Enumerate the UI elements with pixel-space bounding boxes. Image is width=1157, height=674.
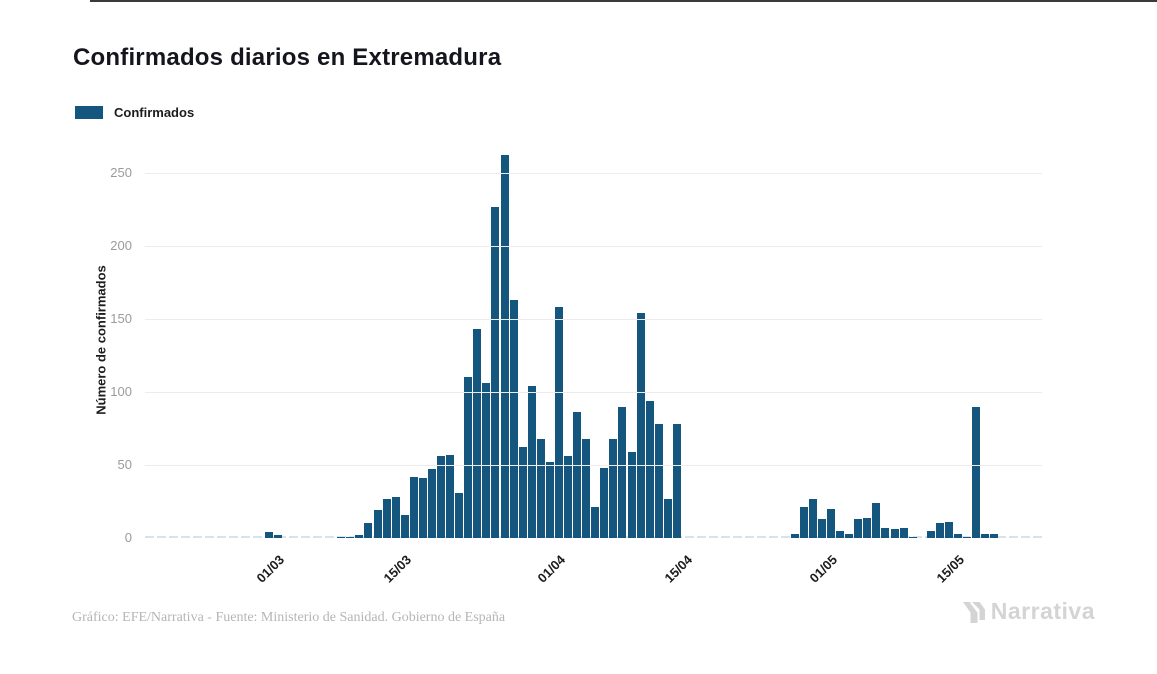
bar-01/05 [817,519,826,538]
y-tick-label: 0 [124,530,132,545]
y-tick-label: 200 [110,238,132,253]
y-gridline [145,173,1042,174]
bar-09/04 [618,406,627,538]
bar-03/04 [564,456,572,538]
y-tick-label: 100 [110,384,132,399]
bar-17/05 [963,536,972,538]
bar-18/03 [418,478,427,538]
bar-06/05 [863,517,872,538]
bar-07/04 [600,467,609,538]
bar-10/03 [346,536,355,538]
bar-14/05 [935,523,944,538]
bar-31/03 [536,438,545,538]
bar-01/03 [264,532,273,538]
bar-13/04 [654,424,663,538]
y-gridline [145,465,1042,466]
bar-11/04 [636,313,645,538]
bar-25/03 [482,383,491,538]
bar-28/03 [509,300,518,538]
bar-26/03 [491,206,500,538]
bar-15/03 [391,497,400,538]
bar-01/04 [545,462,554,538]
top-border-line [90,0,1157,2]
y-gridline [145,392,1042,393]
bar-02/04 [554,307,563,538]
bar-15/05 [944,521,953,538]
bar-17/03 [409,476,418,538]
x-tick-label: 15/05 [933,552,968,586]
bar-11/03 [355,535,364,538]
legend: Confirmados [75,105,194,120]
bar-19/05 [981,533,990,538]
chart-title: Confirmados diarios en Extremadura [73,44,502,71]
bar-09/05 [890,529,899,538]
bar-14/04 [663,498,672,538]
x-tick-label: 15/04 [661,552,696,586]
bar-10/04 [627,451,636,538]
bar-23/03 [464,377,473,538]
bar-11/05 [908,536,917,538]
bar-30/04 [808,498,817,538]
y-gridline [145,246,1042,247]
bar-08/04 [609,438,618,538]
bar-21/03 [446,454,455,538]
bar-06/04 [591,507,600,538]
bar-13/05 [926,530,935,538]
x-tick-label: 01/05 [806,552,841,586]
x-tick-label: 15/03 [380,552,415,586]
bar-15/04 [672,424,681,538]
bar-08/05 [881,527,890,538]
bar-29/04 [799,507,808,538]
bar-13/03 [373,510,382,538]
legend-swatch [75,106,103,119]
plot-area [145,145,1042,538]
bar-28/04 [790,533,799,538]
bar-16/03 [400,514,409,538]
bar-19/03 [427,469,436,538]
y-tick-label: 250 [110,165,132,180]
bar-18/05 [972,406,981,538]
bar-20/05 [990,533,999,538]
bar-05/05 [854,519,863,538]
bar-02/05 [827,508,836,538]
bar-03/05 [836,530,845,538]
bar-29/03 [518,447,527,538]
bar-02/03 [273,535,282,538]
bar-30/03 [527,386,536,538]
bar-20/03 [437,456,446,538]
bar-16/05 [954,533,963,538]
bar-22/03 [455,492,464,538]
narrativa-logo-icon [962,601,985,623]
bar-12/04 [645,400,654,538]
bar-24/03 [473,329,482,538]
bar-07/05 [872,502,881,538]
y-tick-label: 50 [117,457,132,472]
bar-09/03 [337,536,346,538]
x-tick-label: 01/03 [253,552,288,586]
footer-credit: Gráfico: EFE/Narrativa - Fuente: Ministe… [72,610,506,625]
y-tick-label: 150 [110,311,132,326]
bar-10/05 [899,527,908,538]
y-gridline [145,319,1042,320]
bar-12/03 [364,523,373,538]
legend-label: Confirmados [114,105,195,120]
x-tick-label: 01/04 [534,552,569,586]
bar-27/03 [500,155,509,538]
bar-04/05 [845,533,854,538]
narrativa-logo-text: Narrativa [990,598,1095,624]
bar-05/04 [582,438,591,538]
bar-14/03 [382,498,391,538]
narrativa-logo: Narrativa [961,598,1095,625]
bar-04/04 [573,412,582,538]
